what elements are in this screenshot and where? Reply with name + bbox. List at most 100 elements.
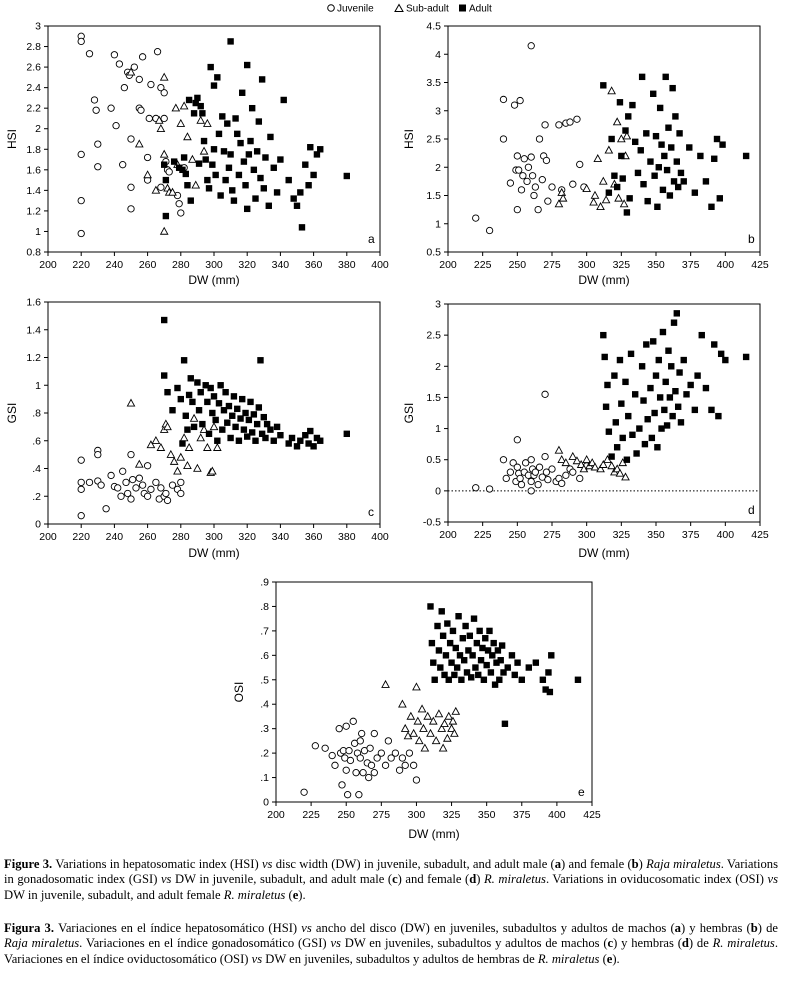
data-point-adult <box>616 99 624 106</box>
data-point-adult <box>262 434 269 442</box>
data-point-sub-adult <box>191 180 201 189</box>
data-point-juvenile <box>544 197 552 205</box>
data-point-adult <box>270 437 277 444</box>
chart-panel-c: 200 220 240 260 280 300 320 340 360 380 400 0 .2 .4 .6… <box>5 297 389 561</box>
data-point-adult <box>435 647 443 654</box>
data-point-juvenile <box>485 226 494 235</box>
data-point-adult <box>234 130 241 138</box>
data-point-juvenile <box>143 492 152 500</box>
data-point-adult <box>634 169 642 177</box>
data-point-adult <box>217 382 224 389</box>
data-point-juvenile <box>331 761 339 769</box>
data-point-adult <box>500 669 507 676</box>
data-point-sub-adult <box>593 154 603 163</box>
data-point-sub-adult <box>615 468 625 477</box>
data-point-adult <box>297 189 304 196</box>
data-point-adult <box>239 89 246 96</box>
data-point-adult <box>230 393 238 400</box>
data-point-adult <box>608 135 615 143</box>
data-point-adult <box>187 375 194 382</box>
data-point-adult <box>489 652 496 659</box>
data-point-juvenile <box>562 471 570 479</box>
data-point-juvenile <box>338 781 346 789</box>
data-point-sub-adult <box>176 452 186 461</box>
data-point-adult <box>475 671 482 679</box>
data-point-adult <box>658 425 665 432</box>
data-point-adult <box>182 412 189 419</box>
data-point-adult <box>548 652 555 659</box>
data-point-adult <box>180 154 188 161</box>
x-axis-label: DW (mm) <box>578 546 629 560</box>
data-point-adult <box>170 158 178 165</box>
data-point-juvenile <box>120 83 129 92</box>
data-point-adult <box>240 158 248 165</box>
data-point-adult <box>222 388 229 396</box>
data-point-juvenile <box>544 475 552 484</box>
data-point-sub-adult <box>196 115 206 124</box>
data-point-adult <box>204 398 211 406</box>
x-tick-label: 400 <box>371 259 389 271</box>
data-point-juvenile <box>77 37 85 46</box>
data-point-adult <box>237 139 244 147</box>
data-point-adult <box>232 115 239 122</box>
data-point-adult <box>640 397 647 404</box>
data-point-adult <box>212 171 219 179</box>
data-point-adult <box>613 183 621 191</box>
data-point-adult <box>185 96 193 104</box>
data-point-juvenile <box>576 160 584 169</box>
data-point-sub-adult <box>159 72 169 81</box>
data-point-adult <box>627 350 635 358</box>
data-point-adult <box>719 141 726 148</box>
data-point-adult <box>655 356 662 364</box>
data-point-adult <box>680 178 687 185</box>
x-tick-label: 400 <box>717 259 735 271</box>
x-tick-label: 400 <box>717 529 735 541</box>
data-point-adult <box>293 202 301 209</box>
y-tick-label: 2.5 <box>426 134 441 146</box>
data-point-adult <box>434 622 441 630</box>
data-point-juvenile <box>384 737 393 745</box>
data-point-adult <box>650 90 657 97</box>
data-point-sub-adult <box>184 442 194 451</box>
data-point-adult <box>459 635 466 642</box>
data-point-juvenile <box>531 468 540 476</box>
y-tick-label: 0.8 <box>26 247 41 259</box>
data-point-adult <box>466 632 474 639</box>
data-point-adult <box>225 402 233 410</box>
data-point-adult <box>307 144 314 151</box>
data-point-adult <box>205 185 213 192</box>
data-point-sub-adult <box>589 197 598 206</box>
data-point-juvenile <box>566 118 574 126</box>
data-point-juvenile <box>300 788 308 796</box>
x-axis-label: DW (mm) <box>578 273 629 287</box>
data-point-juvenile <box>145 114 153 123</box>
data-point-juvenile <box>513 152 521 160</box>
data-point-adult <box>600 331 607 339</box>
data-point-adult <box>252 437 259 444</box>
data-point-adult <box>672 113 679 120</box>
data-point-adult <box>632 391 639 398</box>
data-point-juvenile <box>135 474 143 482</box>
data-point-adult <box>230 197 238 204</box>
x-tick-label: 220 <box>72 259 90 271</box>
x-tick-label: 200 <box>39 259 57 271</box>
data-point-adult <box>665 124 672 131</box>
data-point-sub-adult <box>568 451 578 460</box>
x-tick-label: 375 <box>682 529 700 541</box>
data-point-adult <box>487 669 495 676</box>
data-point-juvenile <box>94 163 102 171</box>
x-tick-label: 200 <box>439 259 457 271</box>
y-tick-label: 0 <box>35 519 41 531</box>
data-point-adult <box>244 205 251 213</box>
data-point-adult <box>255 404 263 411</box>
data-point-juvenile <box>160 114 168 123</box>
data-point-adult <box>715 412 722 420</box>
data-point-juvenile <box>365 773 373 782</box>
data-point-sub-adult <box>601 195 611 204</box>
x-tick-label: 300 <box>578 529 596 541</box>
data-point-sub-adult <box>143 170 152 179</box>
data-point-sub-adult <box>413 716 423 725</box>
data-point-adult <box>655 164 662 171</box>
y-tick-label: 2 <box>435 162 441 174</box>
data-point-adult <box>302 432 309 439</box>
